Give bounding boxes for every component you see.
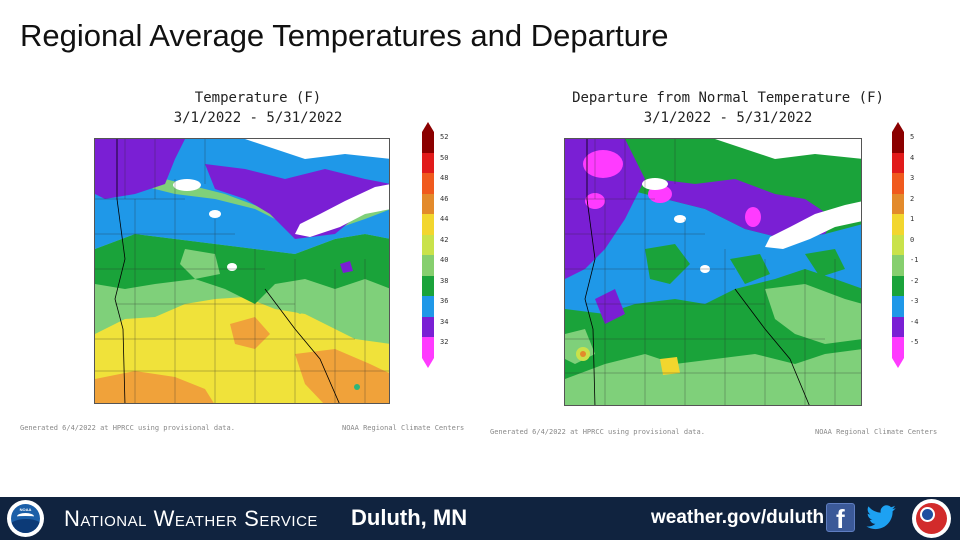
legend-color-segment [892,193,904,214]
website-link[interactable]: weather.gov/duluth [651,507,825,528]
legend-tick-label: 0 [910,235,915,244]
departure-map-title: Departure from Normal Temperature (F) 3/… [548,88,908,128]
legend-color-segment [422,296,434,317]
legend-color-segment [892,275,904,296]
legend-arrow-bottom [422,357,434,368]
legend-tick-label: 38 [440,276,449,285]
legend-tick-label: 52 [440,133,449,141]
legend-tick-label: 46 [440,194,449,203]
legend-color-segment [892,255,904,276]
legend-color-segment [422,275,434,296]
map-title-line2: 3/1/2022 - 5/31/2022 [173,110,343,126]
generated-note: Generated 6/4/2022 at HPRCC using provis… [490,428,705,436]
legend-tick-label: 50 [440,153,449,162]
legend-tick-label: -3 [910,297,919,305]
legend-color-segment [892,214,904,235]
noaa-logo-emblem: NOAA [11,504,40,533]
legend-tick-label: 5 [910,133,915,141]
legend-tick-label: 2 [910,194,915,203]
legend-color-segment [422,316,434,337]
legend-color-segment [422,234,434,255]
noaa-logo[interactable]: NOAA [7,500,44,537]
departure-map-panel: Departure from Normal Temperature (F) 3/… [488,84,948,444]
credit-note: NOAA Regional Climate Centers [342,424,465,432]
legend-color-segment [892,132,904,153]
twitter-icon[interactable] [864,502,898,534]
facebook-icon[interactable]: f [826,503,855,534]
legend-tick-label: 44 [440,215,449,223]
legend-color-segment [892,152,904,173]
legend-color-segment [892,173,904,194]
temperature-map [94,138,390,404]
temperature-map-title: Temperature (F) 3/1/2022 - 5/31/2022 [138,88,378,128]
legend-tick-label: -2 [910,276,919,285]
nws-logo-core [920,507,935,522]
legend-tick-label: 36 [440,297,449,305]
map-title-line2: 3/1/2022 - 5/31/2022 [643,110,813,126]
legend-arrow-bottom [892,357,904,368]
legend-tick-label: 4 [910,153,915,162]
legend-tick-label: -1 [910,256,919,264]
legend-tick-label: 32 [440,338,449,346]
map-title-line1: Temperature (F) [194,90,322,106]
noaa-logo-text: NOAA [19,507,32,512]
legend-color-segment [892,296,904,317]
legend-tick-label: 42 [440,235,449,244]
temperature-map-panel: Temperature (F) 3/1/2022 - 5/31/2022 [18,84,478,444]
legend-color-segment [422,255,434,276]
legend-color-segment [892,234,904,255]
legend-color-segment [422,152,434,173]
legend-color-segment [422,337,434,358]
office-name: Duluth, MN [351,505,468,530]
generated-note: Generated 6/4/2022 at HPRCC using provis… [20,424,235,432]
legend-color-segment [422,132,434,153]
legend-color-segment [892,337,904,358]
slide-title: Regional Average Temperatures and Depart… [20,18,669,53]
nws-logo[interactable] [912,499,951,538]
legend-tick-label: 34 [440,317,449,326]
map-title-line1: Departure from Normal Temperature (F) [572,90,884,106]
credit-note: NOAA Regional Climate Centers [815,428,938,436]
legend-arrow-top [422,122,434,132]
legend-tick-label: 40 [440,256,449,264]
agency-name: National Weather Service [64,506,318,531]
departure-map [564,138,862,406]
legend-tick-label: 48 [440,174,449,182]
legend-tick-label: -4 [910,317,919,326]
legend-tick-label: 3 [910,174,915,182]
legend-tick-label: 1 [910,215,915,223]
legend-color-segment [422,193,434,214]
departure-map-graphic [565,139,861,405]
legend-color-segment [422,173,434,194]
footer-bar: NOAA National Weather Service Duluth, MN… [0,497,960,540]
temperature-map-graphic [95,139,389,403]
legend-arrow-top [892,122,904,132]
legend-color-segment [892,316,904,337]
legend-tick-label: -5 [910,338,919,346]
legend-color-segment [422,214,434,235]
